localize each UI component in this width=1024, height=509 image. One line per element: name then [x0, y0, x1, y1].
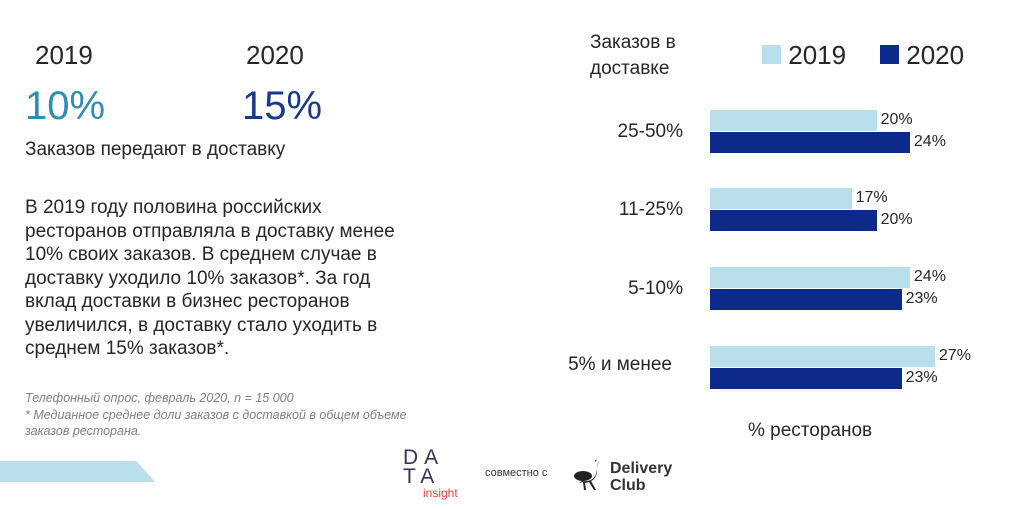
data-label: 20% [880, 211, 913, 228]
logo-line-1: Delivery [610, 460, 673, 477]
category-label: 11-25% [618, 199, 683, 220]
decorative-stripe [0, 461, 155, 482]
value-2019: 10% [25, 84, 106, 128]
year-2019-label: 2019 [35, 40, 93, 70]
bar-2020 [710, 132, 910, 153]
data-label: 17% [855, 189, 888, 206]
survey-note-footnote: * Медианное среднее доли заказов с доста… [25, 407, 407, 439]
bar-2019 [710, 267, 910, 288]
data-insight-logo: DA TA insight [403, 446, 458, 500]
legend-2020: 2020 [880, 40, 964, 71]
bar-2019 [710, 188, 852, 209]
legend-swatch-2019 [762, 45, 781, 64]
delivery-club-logo: Delivery Club [610, 460, 672, 494]
bar-2020 [710, 368, 902, 389]
data-label: 24% [913, 268, 946, 285]
year-2020-label: 2020 [246, 40, 304, 70]
data-label: 20% [880, 111, 913, 128]
category-label: 5-10% [628, 278, 683, 299]
x-axis-label: % ресторанов [748, 420, 873, 441]
legend-swatch-2020 [880, 45, 899, 64]
ostrich-icon [573, 458, 607, 499]
logo-line-2: Club [610, 477, 646, 494]
data-label: 23% [905, 369, 938, 386]
value-2020: 15% [242, 84, 323, 128]
bar-2020 [710, 289, 902, 310]
survey-note: Телефонный опрос, февраль 2020, n = 15 0… [25, 390, 445, 440]
data-label: 23% [905, 290, 938, 307]
bar-2020 [710, 210, 877, 231]
legend-label-2020: 2020 [906, 40, 965, 70]
description-paragraph: В 2019 году половина российских ресторан… [25, 197, 395, 359]
legend-2019: 2019 [762, 40, 846, 71]
joint-label: совместно с [485, 467, 548, 479]
subtitle: Заказов передают в доставку [25, 139, 286, 160]
category-label: 25-50% [617, 121, 684, 142]
bar-2019 [710, 110, 877, 131]
category-label: 5% и менее [568, 354, 672, 375]
data-label: 27% [938, 347, 971, 364]
chart-title: Заказов в доставке [590, 32, 676, 79]
survey-note-source: Телефонный опрос, февраль 2020, n = 15 0… [25, 391, 294, 405]
legend-label-2019: 2019 [788, 40, 847, 70]
bar-2019 [710, 346, 935, 367]
data-label: 24% [913, 133, 946, 150]
